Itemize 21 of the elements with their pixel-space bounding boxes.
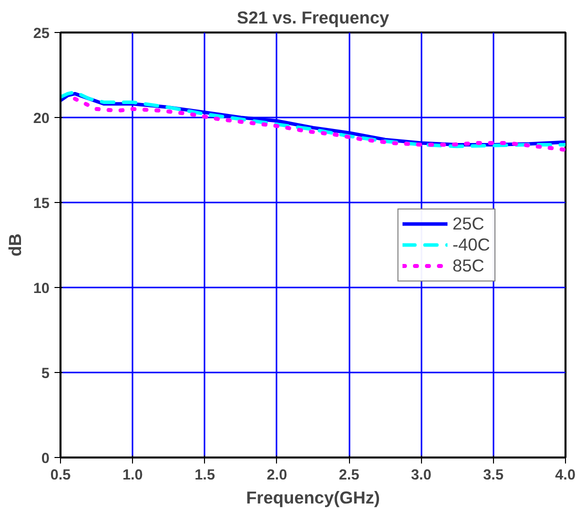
x-tick-label: 2.0: [266, 468, 288, 484]
x-tick-label: 1.5: [194, 468, 215, 484]
y-tick-label: 15: [33, 196, 50, 212]
x-axis-title: Frequency(GHz): [246, 488, 380, 508]
x-tick-label: 3.0: [411, 468, 432, 484]
legend-label: 85C: [452, 255, 484, 276]
line-series: [72, 96, 566, 152]
y-tick-label: 20: [33, 111, 50, 127]
y-tick-label: 0: [41, 451, 50, 467]
y-tick-label: 10: [33, 281, 50, 297]
x-tick-label: 0.5: [50, 468, 71, 484]
x-tick-label: 3.5: [483, 468, 504, 484]
legend-label: -40C: [452, 234, 490, 255]
chart-title: S21 vs. Frequency: [236, 8, 390, 28]
x-tick-label: 4.0: [555, 468, 576, 484]
x-tick-label: 1.0: [122, 468, 143, 484]
y-tick-label: 5: [41, 366, 50, 382]
x-tick-label: 2.5: [338, 468, 360, 484]
y-tick-label: 25: [33, 26, 50, 42]
y-axis-title: dB: [5, 233, 26, 257]
legend-label: 25C: [452, 213, 484, 234]
